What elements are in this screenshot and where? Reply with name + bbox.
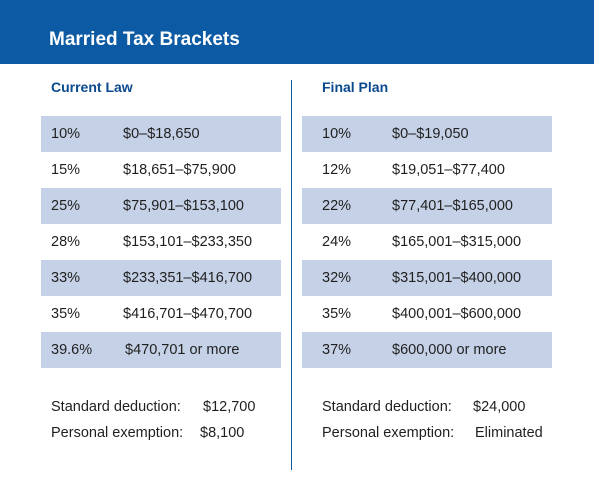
bracket-rate: 22%	[322, 198, 352, 214]
bracket-range: $75,901–$153,100	[123, 198, 244, 214]
bracket-rate: 32%	[322, 270, 352, 286]
bracket-range: $18,651–$75,900	[123, 162, 236, 178]
standard-deduction-label: Standard deduction:	[322, 399, 452, 415]
standard-deduction-value: $12,700	[203, 399, 256, 415]
final-row-7: 37% $600,000 or more	[302, 332, 552, 368]
bracket-rate: 37%	[322, 342, 352, 358]
bracket-rate: 10%	[322, 126, 352, 142]
personal-exemption-value: Eliminated	[475, 425, 543, 441]
bracket-rate: 33%	[51, 270, 81, 286]
final-row-4: 24% $165,001–$315,000	[302, 224, 552, 260]
current-standard-deduction: Standard deduction: $12,700	[51, 399, 281, 419]
bracket-range: $153,101–$233,350	[123, 234, 253, 250]
bracket-rate: 28%	[51, 234, 81, 250]
current-row-4: 28% $153,101–$233,350	[41, 224, 281, 260]
current-row-5: 33% $233,351–$416,700	[41, 260, 281, 296]
personal-exemption-label: Personal exemption:	[322, 425, 455, 441]
bracket-rate: 15%	[51, 162, 81, 178]
bracket-range: $233,351–$416,700	[123, 270, 253, 286]
bracket-range: $77,401–$165,000	[392, 198, 513, 214]
bracket-range: $315,001–$400,000	[392, 270, 522, 286]
standard-deduction-label: Standard deduction:	[51, 399, 181, 415]
bracket-range: $165,001–$315,000	[392, 234, 522, 250]
current-row-6: 35% $416,701–$470,700	[41, 296, 281, 332]
current-row-2: 15% $18,651–$75,900	[41, 152, 281, 188]
final-row-3: 22% $77,401–$165,000	[302, 188, 552, 224]
personal-exemption-value: $8,100	[200, 425, 245, 441]
final-row-2: 12% $19,051–$77,400	[302, 152, 552, 188]
bracket-range: $470,701 or more	[125, 342, 240, 358]
current-row-1: 10% $0–$18,650	[41, 116, 281, 152]
bracket-range: $19,051–$77,400	[392, 162, 505, 178]
column-divider	[291, 80, 292, 470]
current-law-heading: Current Law	[51, 79, 133, 95]
bracket-rate: 24%	[322, 234, 352, 250]
bracket-range: $416,701–$470,700	[123, 306, 253, 322]
final-standard-deduction: Standard deduction: $24,000	[322, 399, 582, 419]
header-banner: Married Tax Brackets	[0, 0, 594, 64]
current-row-3: 25% $75,901–$153,100	[41, 188, 281, 224]
current-row-7: 39.6% $470,701 or more	[41, 332, 281, 368]
standard-deduction-value: $24,000	[473, 399, 526, 415]
bracket-range: $400,001–$600,000	[392, 306, 522, 322]
final-row-6: 35% $400,001–$600,000	[302, 296, 552, 332]
final-plan-heading: Final Plan	[322, 79, 389, 95]
bracket-rate: 39.6%	[51, 342, 93, 358]
bracket-range: $0–$19,050	[392, 126, 469, 142]
bracket-rate: 25%	[51, 198, 81, 214]
bracket-range: $0–$18,650	[123, 126, 200, 142]
bracket-rate: 10%	[51, 126, 81, 142]
bracket-range: $600,000 or more	[392, 342, 507, 358]
bracket-rate: 35%	[51, 306, 81, 322]
bracket-rate: 35%	[322, 306, 352, 322]
personal-exemption-label: Personal exemption:	[51, 425, 184, 441]
current-personal-exemption: Personal exemption: $8,100	[51, 425, 281, 445]
final-row-1: 10% $0–$19,050	[302, 116, 552, 152]
final-row-5: 32% $315,001–$400,000	[302, 260, 552, 296]
final-personal-exemption: Personal exemption: Eliminated	[322, 425, 582, 445]
page-title: Married Tax Brackets	[49, 29, 240, 50]
bracket-rate: 12%	[322, 162, 352, 178]
